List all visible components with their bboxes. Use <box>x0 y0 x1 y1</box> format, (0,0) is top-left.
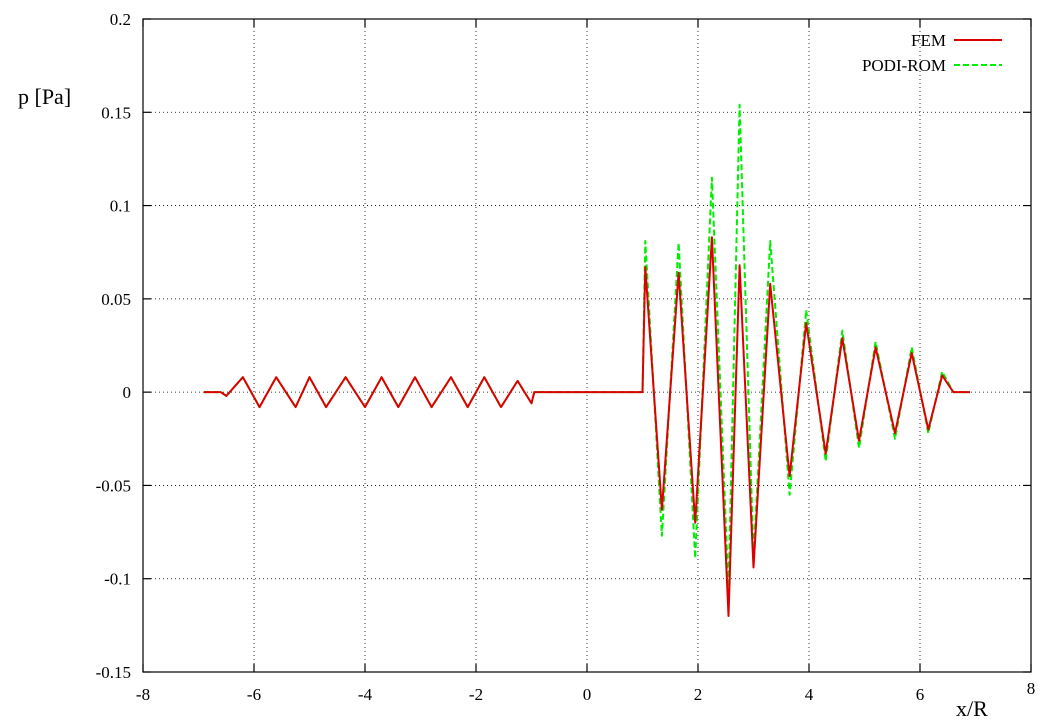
y-tick-label: 0.1 <box>110 197 131 216</box>
x-tick-label: -8 <box>136 685 150 704</box>
y-tick-label: -0.15 <box>96 663 131 682</box>
series-lines <box>204 103 970 617</box>
x-tick-label: 6 <box>916 685 925 704</box>
grid <box>143 19 1031 672</box>
y-tick-label: 0.05 <box>101 290 131 309</box>
x-tick-label: 8 <box>1027 679 1036 698</box>
x-tick-label: -4 <box>358 685 373 704</box>
y-tick-label: 0.2 <box>110 10 131 29</box>
x-tick-label: 0 <box>583 685 592 704</box>
tick-labels: -8 -6 -4 -2 0 2 4 6 8 -0.15 -0.1 -0.05 0 0.05 0.1 0.15 0… <box>96 10 1036 704</box>
legend-label: FEM <box>911 31 946 50</box>
y-tick-label: 0 <box>123 383 132 402</box>
series-line-fem <box>204 236 970 617</box>
y-axis-label: p [Pa] <box>18 84 71 109</box>
plot-frame <box>142 18 1032 673</box>
x-tick-label: 4 <box>805 685 814 704</box>
y-tick-label: 0.15 <box>101 103 131 122</box>
y-tick-label: -0.1 <box>104 570 131 589</box>
x-tick-label: -2 <box>469 685 483 704</box>
axis-ticks <box>142 18 1032 673</box>
legend: FEM PODI-ROM <box>862 31 1002 75</box>
series-line-podi-rom <box>204 103 970 593</box>
y-tick-label: -0.05 <box>96 476 131 495</box>
x-tick-label: 2 <box>694 685 703 704</box>
x-axis-label: x/R <box>956 696 988 721</box>
x-tick-label: -6 <box>247 685 261 704</box>
legend-label: PODI-ROM <box>862 56 946 75</box>
